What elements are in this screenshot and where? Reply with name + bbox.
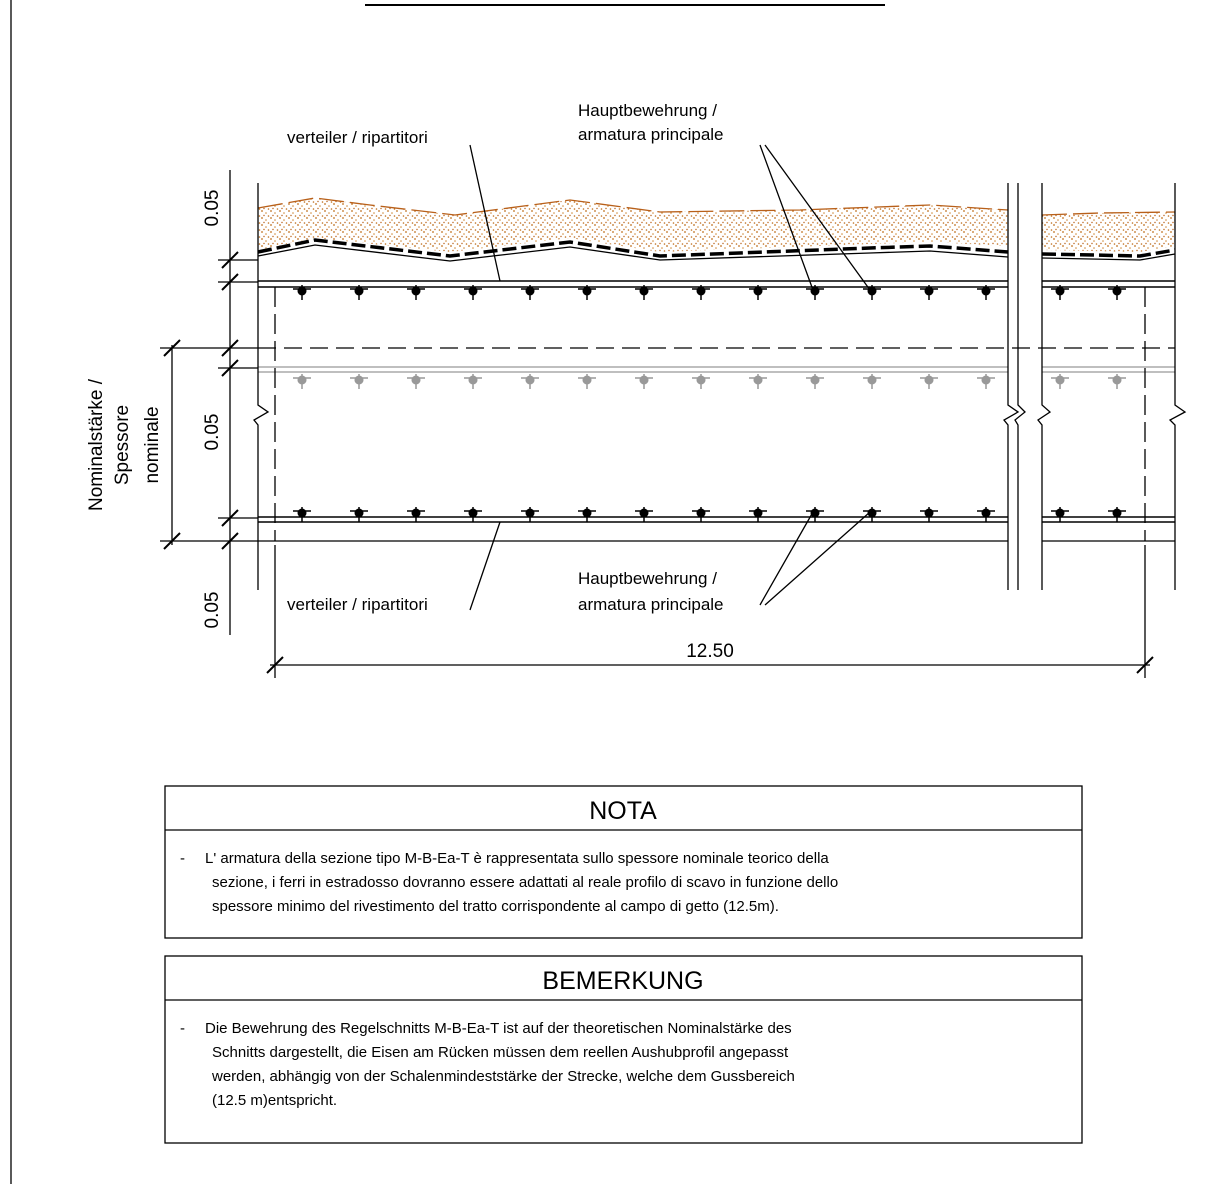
- note-line: Schnitts dargestellt, die Eisen am Rücke…: [212, 1044, 789, 1061]
- rebar: [1112, 286, 1122, 296]
- note-line: sezione, i ferri in estradosso dovranno …: [212, 874, 838, 891]
- rebar: [696, 375, 706, 385]
- rebar: [924, 508, 934, 518]
- rebar: [297, 508, 307, 518]
- label: Hauptbewehrung /: [578, 101, 717, 120]
- rebar: [354, 286, 364, 296]
- rebar: [1055, 286, 1065, 296]
- rebar: [981, 375, 991, 385]
- rebar: [411, 375, 421, 385]
- rebar: [810, 375, 820, 385]
- rebar: [582, 375, 592, 385]
- rebar: [525, 508, 535, 518]
- rebar: [525, 286, 535, 296]
- rebar: [468, 508, 478, 518]
- note-line: (12.5 m)entspricht.: [212, 1092, 337, 1109]
- rebar: [468, 375, 478, 385]
- rebar: [297, 286, 307, 296]
- label: verteiler / ripartitori: [287, 595, 428, 614]
- note-title: BEMERKUNG: [542, 967, 703, 995]
- label: armatura principale: [578, 125, 724, 144]
- dimension: 0.05: [202, 190, 223, 227]
- note-dash: -: [180, 1020, 185, 1037]
- linework: [10, 0, 1187, 1184]
- dimension: Spessore: [112, 405, 133, 485]
- rebar: [411, 508, 421, 518]
- rebar: [981, 508, 991, 518]
- rebar: [1112, 508, 1122, 518]
- rebar: [582, 508, 592, 518]
- note-line: L' armatura della sezione tipo M-B-Ea-T …: [205, 850, 829, 867]
- rebar: [753, 375, 763, 385]
- rebar: [354, 375, 364, 385]
- label: Hauptbewehrung /: [578, 569, 717, 588]
- rebar: [924, 286, 934, 296]
- rebar: [1112, 375, 1122, 385]
- note-line: spessore minimo del rivestimento del tra…: [212, 898, 779, 915]
- rebar: [753, 286, 763, 296]
- rebar: [639, 286, 649, 296]
- rebar: [867, 375, 877, 385]
- rebar: [354, 508, 364, 518]
- rebar: [1055, 375, 1065, 385]
- note-dash: -: [180, 850, 185, 867]
- rebar: [981, 286, 991, 296]
- rebar: [810, 508, 820, 518]
- rebar: [468, 286, 478, 296]
- label: verteiler / ripartitori: [287, 128, 428, 147]
- rebar: [696, 286, 706, 296]
- dimension: Nominalstärke /: [86, 378, 107, 511]
- rebar: [867, 286, 877, 296]
- rebar: [696, 508, 706, 518]
- note-title: NOTA: [589, 797, 657, 825]
- note-line: werden, abhängig von der Schalenmindests…: [211, 1068, 795, 1085]
- rebar: [639, 375, 649, 385]
- rebar: [639, 508, 649, 518]
- rebar: [924, 375, 934, 385]
- dimension: nominale: [142, 406, 163, 483]
- rebar: [1055, 508, 1065, 518]
- rebar: [867, 508, 877, 518]
- dimension: 12.50: [686, 641, 734, 662]
- rebar: [582, 286, 592, 296]
- dimension: 0.05: [202, 414, 223, 451]
- rebar: [411, 286, 421, 296]
- rebar: [525, 375, 535, 385]
- rebar: [810, 286, 820, 296]
- dimension: 0.05: [202, 592, 223, 629]
- label: armatura principale: [578, 595, 724, 614]
- rebar: [297, 375, 307, 385]
- note-line: Die Bewehrung des Regelschnitts M-B-Ea-T…: [205, 1020, 792, 1037]
- rebar: [753, 508, 763, 518]
